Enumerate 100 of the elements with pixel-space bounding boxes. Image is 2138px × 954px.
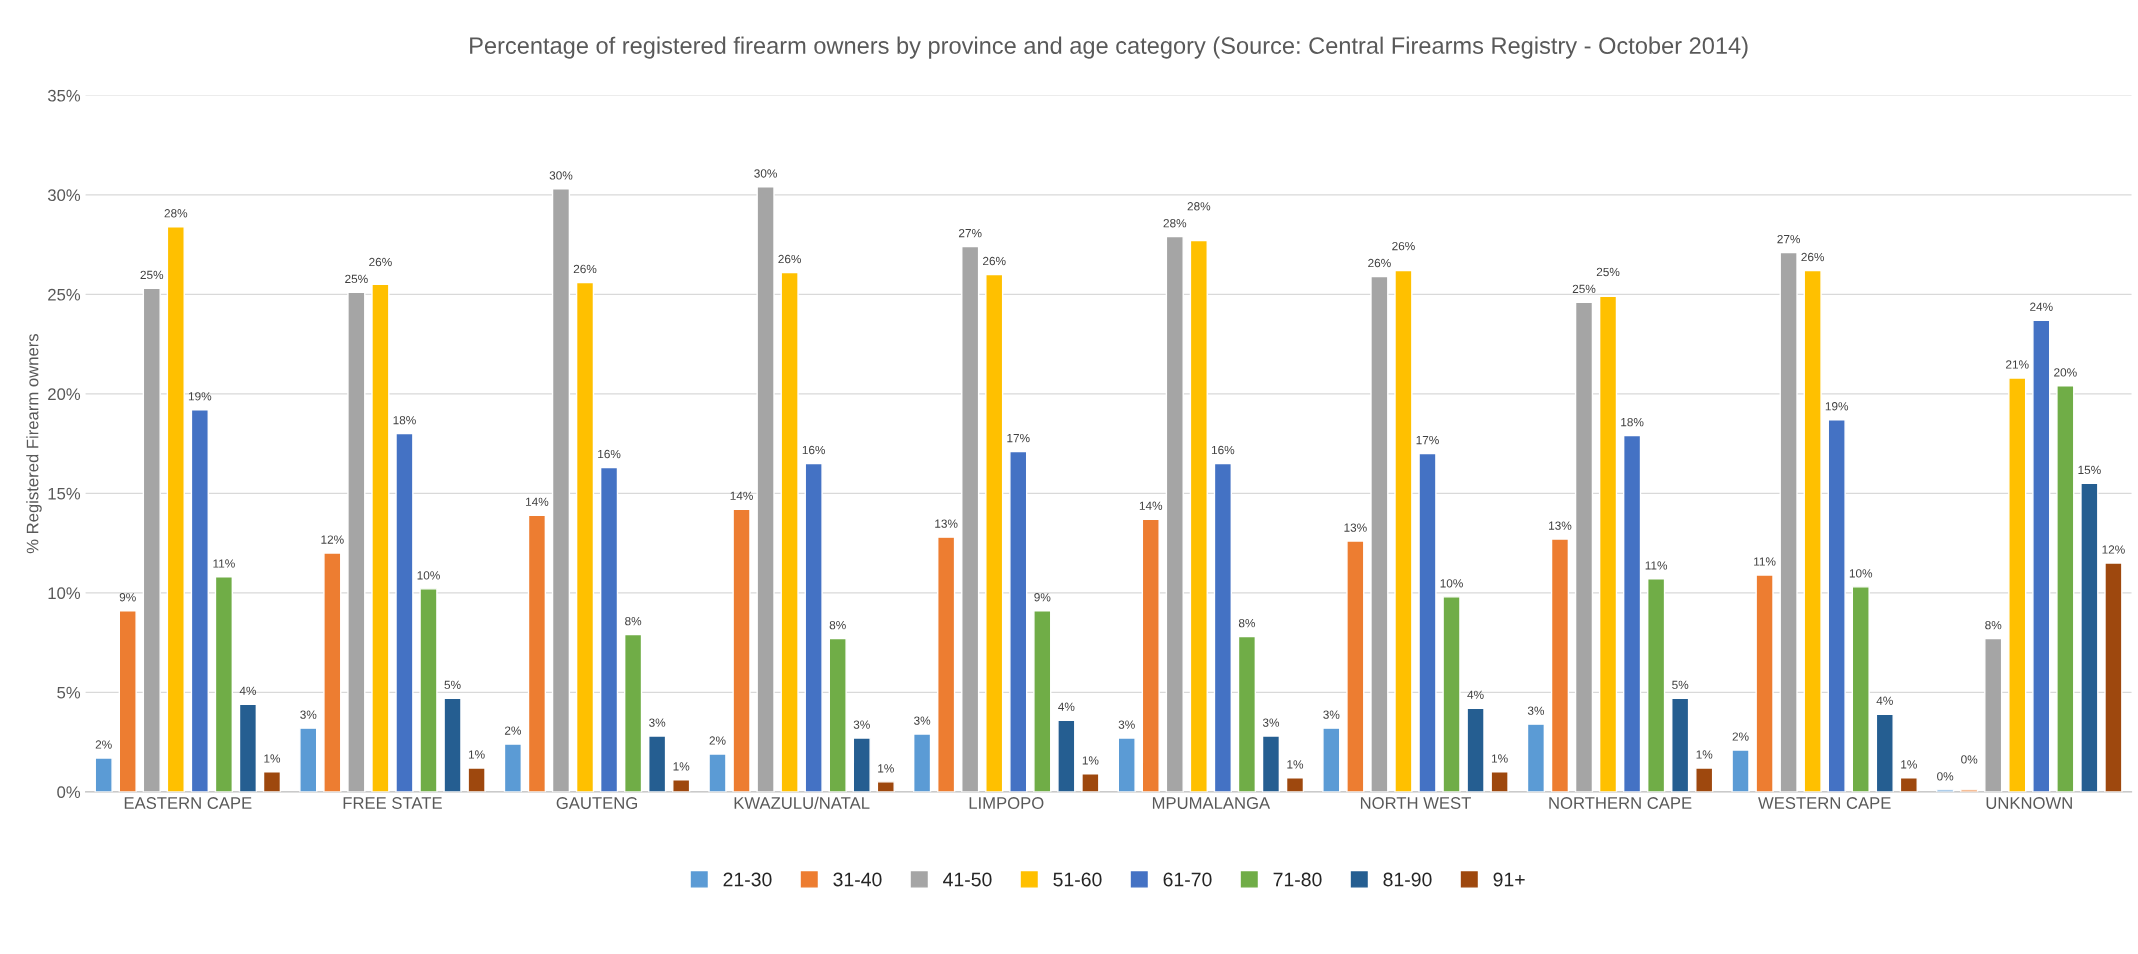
x-tick-label: FREE STATE bbox=[343, 797, 442, 809]
x-tick-label: UNKNOWN bbox=[1986, 797, 2072, 809]
bar bbox=[1899, 777, 1918, 792]
bar bbox=[2008, 377, 2027, 792]
legend-label: 71-80 bbox=[1273, 872, 1322, 887]
data-label: 2% bbox=[709, 736, 726, 745]
y-tick-label: 20% bbox=[48, 388, 81, 401]
data-label: 3% bbox=[1323, 710, 1340, 719]
x-tick-label: EASTERN CAPE bbox=[124, 797, 252, 809]
data-label: 3% bbox=[300, 710, 317, 719]
data-label: 5% bbox=[1672, 680, 1689, 689]
bar bbox=[672, 779, 691, 792]
bar bbox=[1346, 540, 1365, 792]
data-label: 1% bbox=[264, 754, 281, 763]
bar bbox=[1237, 635, 1257, 792]
legend-label: 31-40 bbox=[833, 872, 882, 887]
bar bbox=[238, 703, 258, 792]
bar bbox=[912, 733, 932, 792]
data-label: 3% bbox=[1527, 706, 1545, 715]
data-label: 12% bbox=[2102, 545, 2125, 554]
data-label: 13% bbox=[1549, 521, 1572, 530]
bar bbox=[1009, 450, 1028, 792]
bar bbox=[575, 281, 595, 792]
data-label: 14% bbox=[526, 497, 549, 506]
bar bbox=[1803, 269, 1822, 792]
bar bbox=[1141, 518, 1160, 792]
data-label: 0% bbox=[1961, 755, 1978, 764]
data-label: 20% bbox=[2054, 368, 2077, 377]
bar bbox=[1117, 737, 1136, 792]
data-label: 9% bbox=[119, 593, 136, 602]
data-label: 1% bbox=[1901, 760, 1917, 769]
data-label: 30% bbox=[754, 169, 777, 178]
bar bbox=[1647, 578, 1666, 792]
bar bbox=[1755, 574, 1774, 792]
bar bbox=[780, 271, 799, 792]
bar bbox=[804, 462, 823, 792]
y-tick-label: 35% bbox=[47, 89, 81, 102]
data-label: 14% bbox=[730, 491, 753, 500]
data-label: 2% bbox=[504, 726, 521, 735]
data-label: 26% bbox=[369, 257, 392, 267]
y-tick-label: 10% bbox=[48, 587, 81, 600]
data-label: 26% bbox=[1368, 258, 1391, 268]
bar bbox=[419, 588, 438, 792]
legend-label: 21-30 bbox=[723, 872, 772, 887]
bar bbox=[94, 757, 113, 792]
bar bbox=[828, 637, 847, 792]
bar bbox=[1695, 767, 1714, 792]
data-label: 25% bbox=[345, 274, 368, 284]
data-label: 16% bbox=[802, 445, 826, 455]
x-tick-label: LIMPOPO bbox=[969, 797, 1044, 809]
data-label: 8% bbox=[625, 616, 642, 626]
bar bbox=[937, 536, 956, 792]
data-label: 18% bbox=[1621, 417, 1644, 427]
bar bbox=[599, 466, 619, 792]
bar bbox=[503, 743, 523, 792]
data-label: 10% bbox=[417, 571, 440, 580]
bar bbox=[1851, 586, 1870, 792]
bar bbox=[1671, 697, 1690, 792]
bar bbox=[527, 514, 547, 792]
bar bbox=[1490, 771, 1509, 792]
data-label: 11% bbox=[1645, 561, 1668, 570]
legend-label: 91+ bbox=[1493, 872, 1525, 887]
bar bbox=[1033, 610, 1052, 792]
bar bbox=[1394, 269, 1413, 792]
legend-label: 61-70 bbox=[1163, 872, 1212, 887]
chart-title: Percentage of registered firearm owners by province and age category (Source: Central Firearms Registry - October 2014) bbox=[470, 36, 1748, 59]
bar bbox=[1081, 773, 1100, 792]
data-label: 26% bbox=[983, 256, 1006, 266]
data-label: 9% bbox=[1034, 593, 1051, 602]
x-tick-label: NORTH WEST bbox=[1360, 797, 1471, 809]
bar bbox=[756, 186, 775, 792]
data-label: 25% bbox=[1596, 267, 1620, 277]
data-label: 1% bbox=[673, 762, 690, 771]
x-tick-label: GAUTENG bbox=[556, 797, 637, 809]
data-label: 1% bbox=[878, 764, 894, 773]
bar bbox=[1622, 434, 1642, 792]
bar bbox=[1550, 538, 1570, 792]
bar bbox=[2032, 319, 2051, 792]
data-label: 3% bbox=[853, 720, 870, 729]
bar bbox=[395, 432, 414, 792]
bar bbox=[1731, 749, 1750, 792]
data-label: 1% bbox=[1082, 756, 1099, 765]
bar bbox=[1466, 707, 1485, 792]
data-label: 25% bbox=[140, 270, 164, 280]
data-label: 30% bbox=[549, 171, 573, 180]
data-label: 4% bbox=[1876, 696, 1893, 705]
data-label: 26% bbox=[573, 264, 597, 274]
y-axis-title: % Registered Firearm owners bbox=[26, 333, 42, 554]
data-label: 3% bbox=[914, 716, 931, 725]
bar bbox=[1984, 637, 2003, 792]
legend-label: 41-50 bbox=[943, 872, 992, 887]
data-label: 4% bbox=[1467, 690, 1484, 699]
bar bbox=[623, 633, 643, 792]
bar bbox=[443, 697, 462, 792]
bar bbox=[1285, 777, 1305, 792]
bar bbox=[1057, 719, 1076, 792]
data-label: 25% bbox=[1572, 284, 1596, 294]
data-label: 3% bbox=[649, 718, 666, 727]
bar bbox=[1779, 251, 1798, 792]
bar bbox=[118, 610, 137, 792]
